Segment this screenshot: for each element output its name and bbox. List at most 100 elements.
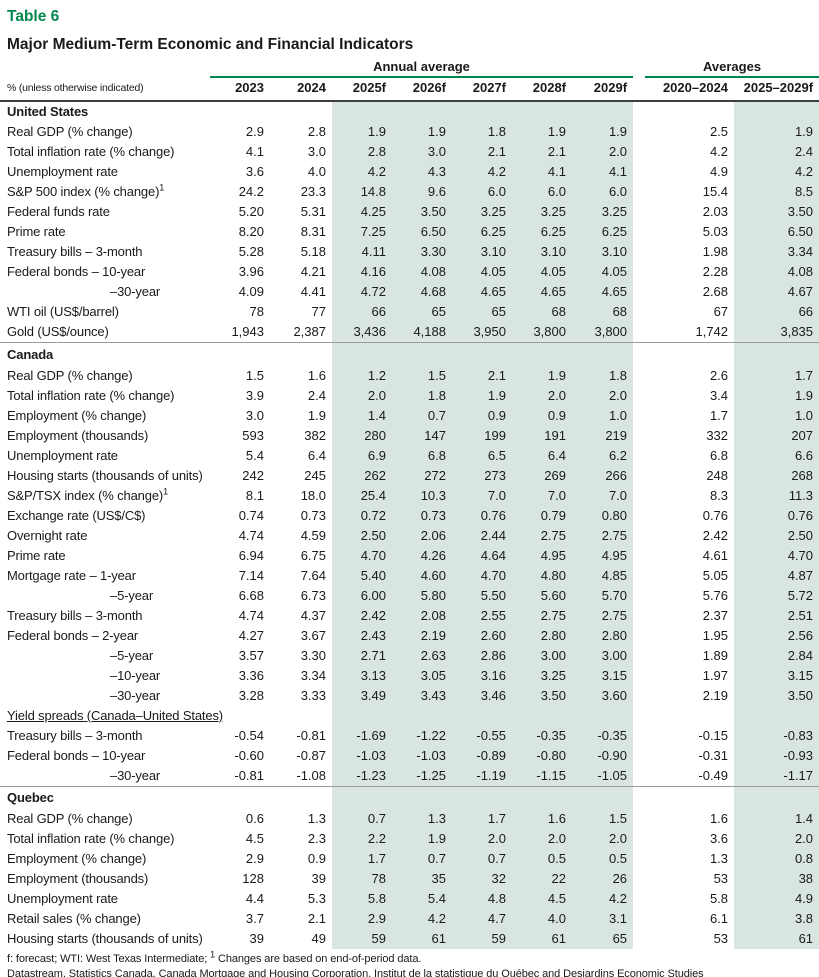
value-cell: 7.0 (572, 485, 634, 506)
value-cell: 2.0 (734, 829, 819, 849)
value-cell: 0.73 (392, 505, 452, 526)
value-cell: 1.4 (332, 405, 392, 426)
value-cell: 219 (572, 425, 634, 446)
value-cell: 2.80 (572, 625, 634, 646)
value-cell: 2.4 (734, 142, 819, 162)
value-cell: 11.3 (734, 485, 819, 506)
value-cell: 2.08 (392, 605, 452, 626)
table-row: –30-year 3.28 3.33 3.49 3.43 3.46 3.50 3.60 2.19… (0, 685, 819, 706)
value-cell: 5.03 (702, 224, 729, 239)
row-label: Total inflation rate (% change) (7, 144, 175, 159)
value-cell: -1.17 (734, 765, 819, 786)
value-cell: 4.87 (734, 565, 819, 586)
value-cell: 3.7 (245, 911, 264, 926)
value-cell: 1.7 (709, 407, 729, 423)
value-cell: 1.6 (512, 809, 572, 829)
value-cell: 2.68 (702, 284, 729, 299)
value-cell: -0.31 (698, 747, 729, 763)
value-cell: 7.0 (512, 485, 572, 506)
value-cell: 2.55 (452, 605, 512, 626)
table-row: S&P/TSX index (% change)1 8.1 18.0 25.4 10.3… (0, 485, 819, 506)
row-label: Treasury bills – 3-month (7, 727, 143, 743)
value-cell: 2.0 (512, 385, 572, 406)
value-cell: -0.93 (734, 745, 819, 766)
col-header-2026f: 2026f (392, 78, 452, 102)
section-spacer-cell (572, 705, 634, 726)
row-label: Housing starts (thousands of units) (7, 931, 203, 946)
value-cell: 2.86 (452, 645, 512, 666)
value-cell: 3.60 (572, 685, 634, 706)
value-cell: 2.9 (332, 909, 392, 929)
table-row: Federal bonds – 10-year 3.96 4.21 4.16 4.08 4… (0, 262, 819, 282)
section-spacer-cell (734, 705, 819, 726)
value-cell: 4.05 (452, 262, 512, 282)
col-header-2020-2024: 2020–2024 (633, 78, 735, 102)
table-row: Housing starts (thousands of units) 242 24… (0, 465, 819, 486)
row-label: Employment (% change) (7, 851, 147, 866)
value-cell: 0.76 (452, 505, 512, 526)
value-cell: 3.0 (392, 142, 452, 162)
value-cell: -1.19 (452, 765, 512, 786)
value-cell: 2.0 (572, 142, 634, 162)
table-title: Major Medium-Term Economic and Financial… (7, 36, 414, 53)
value-cell: 199 (452, 425, 512, 446)
section-spacer-cell (734, 342, 819, 366)
value-cell: -1.15 (512, 765, 572, 786)
value-cell: 59 (332, 929, 392, 949)
value-cell: 4.9 (709, 164, 729, 179)
table-row: Mortgage rate – 1-year 7.14 7.64 5.40 4.60 4.… (0, 565, 819, 586)
value-cell: 1.95 (702, 627, 729, 643)
value-cell: 3.57 (238, 647, 264, 663)
value-cell: 2.3 (307, 831, 326, 846)
table-row: –30-year -0.81 -1.08 -1.23 -1.25 -1.19 -1.15 -1… (0, 765, 819, 786)
value-cell: 4.4 (245, 891, 264, 906)
value-cell: 3.6 (245, 164, 264, 179)
value-cell: 78 (249, 304, 264, 319)
value-cell: 4.70 (452, 565, 512, 586)
value-cell: 5.18 (300, 244, 326, 259)
value-cell: 2.9 (245, 851, 264, 866)
value-cell: 6.50 (392, 222, 452, 242)
value-cell: 4.11 (332, 242, 392, 262)
value-cell: 7.14 (238, 567, 264, 583)
group-annual-average: Annual average (210, 58, 634, 78)
value-cell: 7.64 (300, 567, 326, 583)
value-cell: 4.21 (300, 264, 326, 279)
table-row: Unemployment rate 4.4 5.3 5.8 5.4 4.8 4.5 4.2 5.… (0, 889, 819, 909)
col-header-2029f: 2029f (572, 78, 634, 102)
value-cell: 3.10 (452, 242, 512, 262)
section-spacer-cell (210, 342, 270, 366)
row-label: Treasury bills – 3-month (7, 244, 143, 259)
value-cell: 5.28 (238, 244, 264, 259)
value-cell: -0.83 (734, 725, 819, 746)
value-cell: 2.42 (332, 605, 392, 626)
value-cell: 266 (572, 465, 634, 486)
value-cell: -0.55 (452, 725, 512, 746)
section-header-row: Canada (0, 342, 819, 366)
value-cell: 4.08 (392, 262, 452, 282)
value-cell: 4.70 (734, 545, 819, 566)
value-cell: -0.15 (698, 727, 729, 743)
value-cell: 6.4 (307, 447, 326, 463)
value-cell: 4.74 (238, 607, 264, 623)
value-cell: 1.9 (572, 122, 634, 142)
value-cell: 6.1 (709, 911, 729, 926)
value-cell: 269 (512, 465, 572, 486)
section-title: Canada (0, 342, 210, 366)
value-cell: 3.15 (734, 665, 819, 686)
section-spacer-cell (633, 101, 734, 122)
value-cell: 1.5 (392, 365, 452, 386)
value-cell: 0.9 (512, 405, 572, 426)
value-cell: 2.56 (734, 625, 819, 646)
value-cell: 3.6 (709, 831, 729, 846)
value-cell: 2.1 (452, 142, 512, 162)
value-cell: 6.50 (734, 222, 819, 242)
value-cell: 3.0 (245, 407, 264, 423)
value-cell: 3.25 (512, 665, 572, 686)
value-cell: -1.08 (296, 767, 326, 783)
value-cell: 191 (512, 425, 572, 446)
value-cell: 2.19 (392, 625, 452, 646)
value-cell: 5.8 (332, 889, 392, 909)
value-cell: 66 (734, 302, 819, 322)
value-cell: 1.9 (332, 122, 392, 142)
